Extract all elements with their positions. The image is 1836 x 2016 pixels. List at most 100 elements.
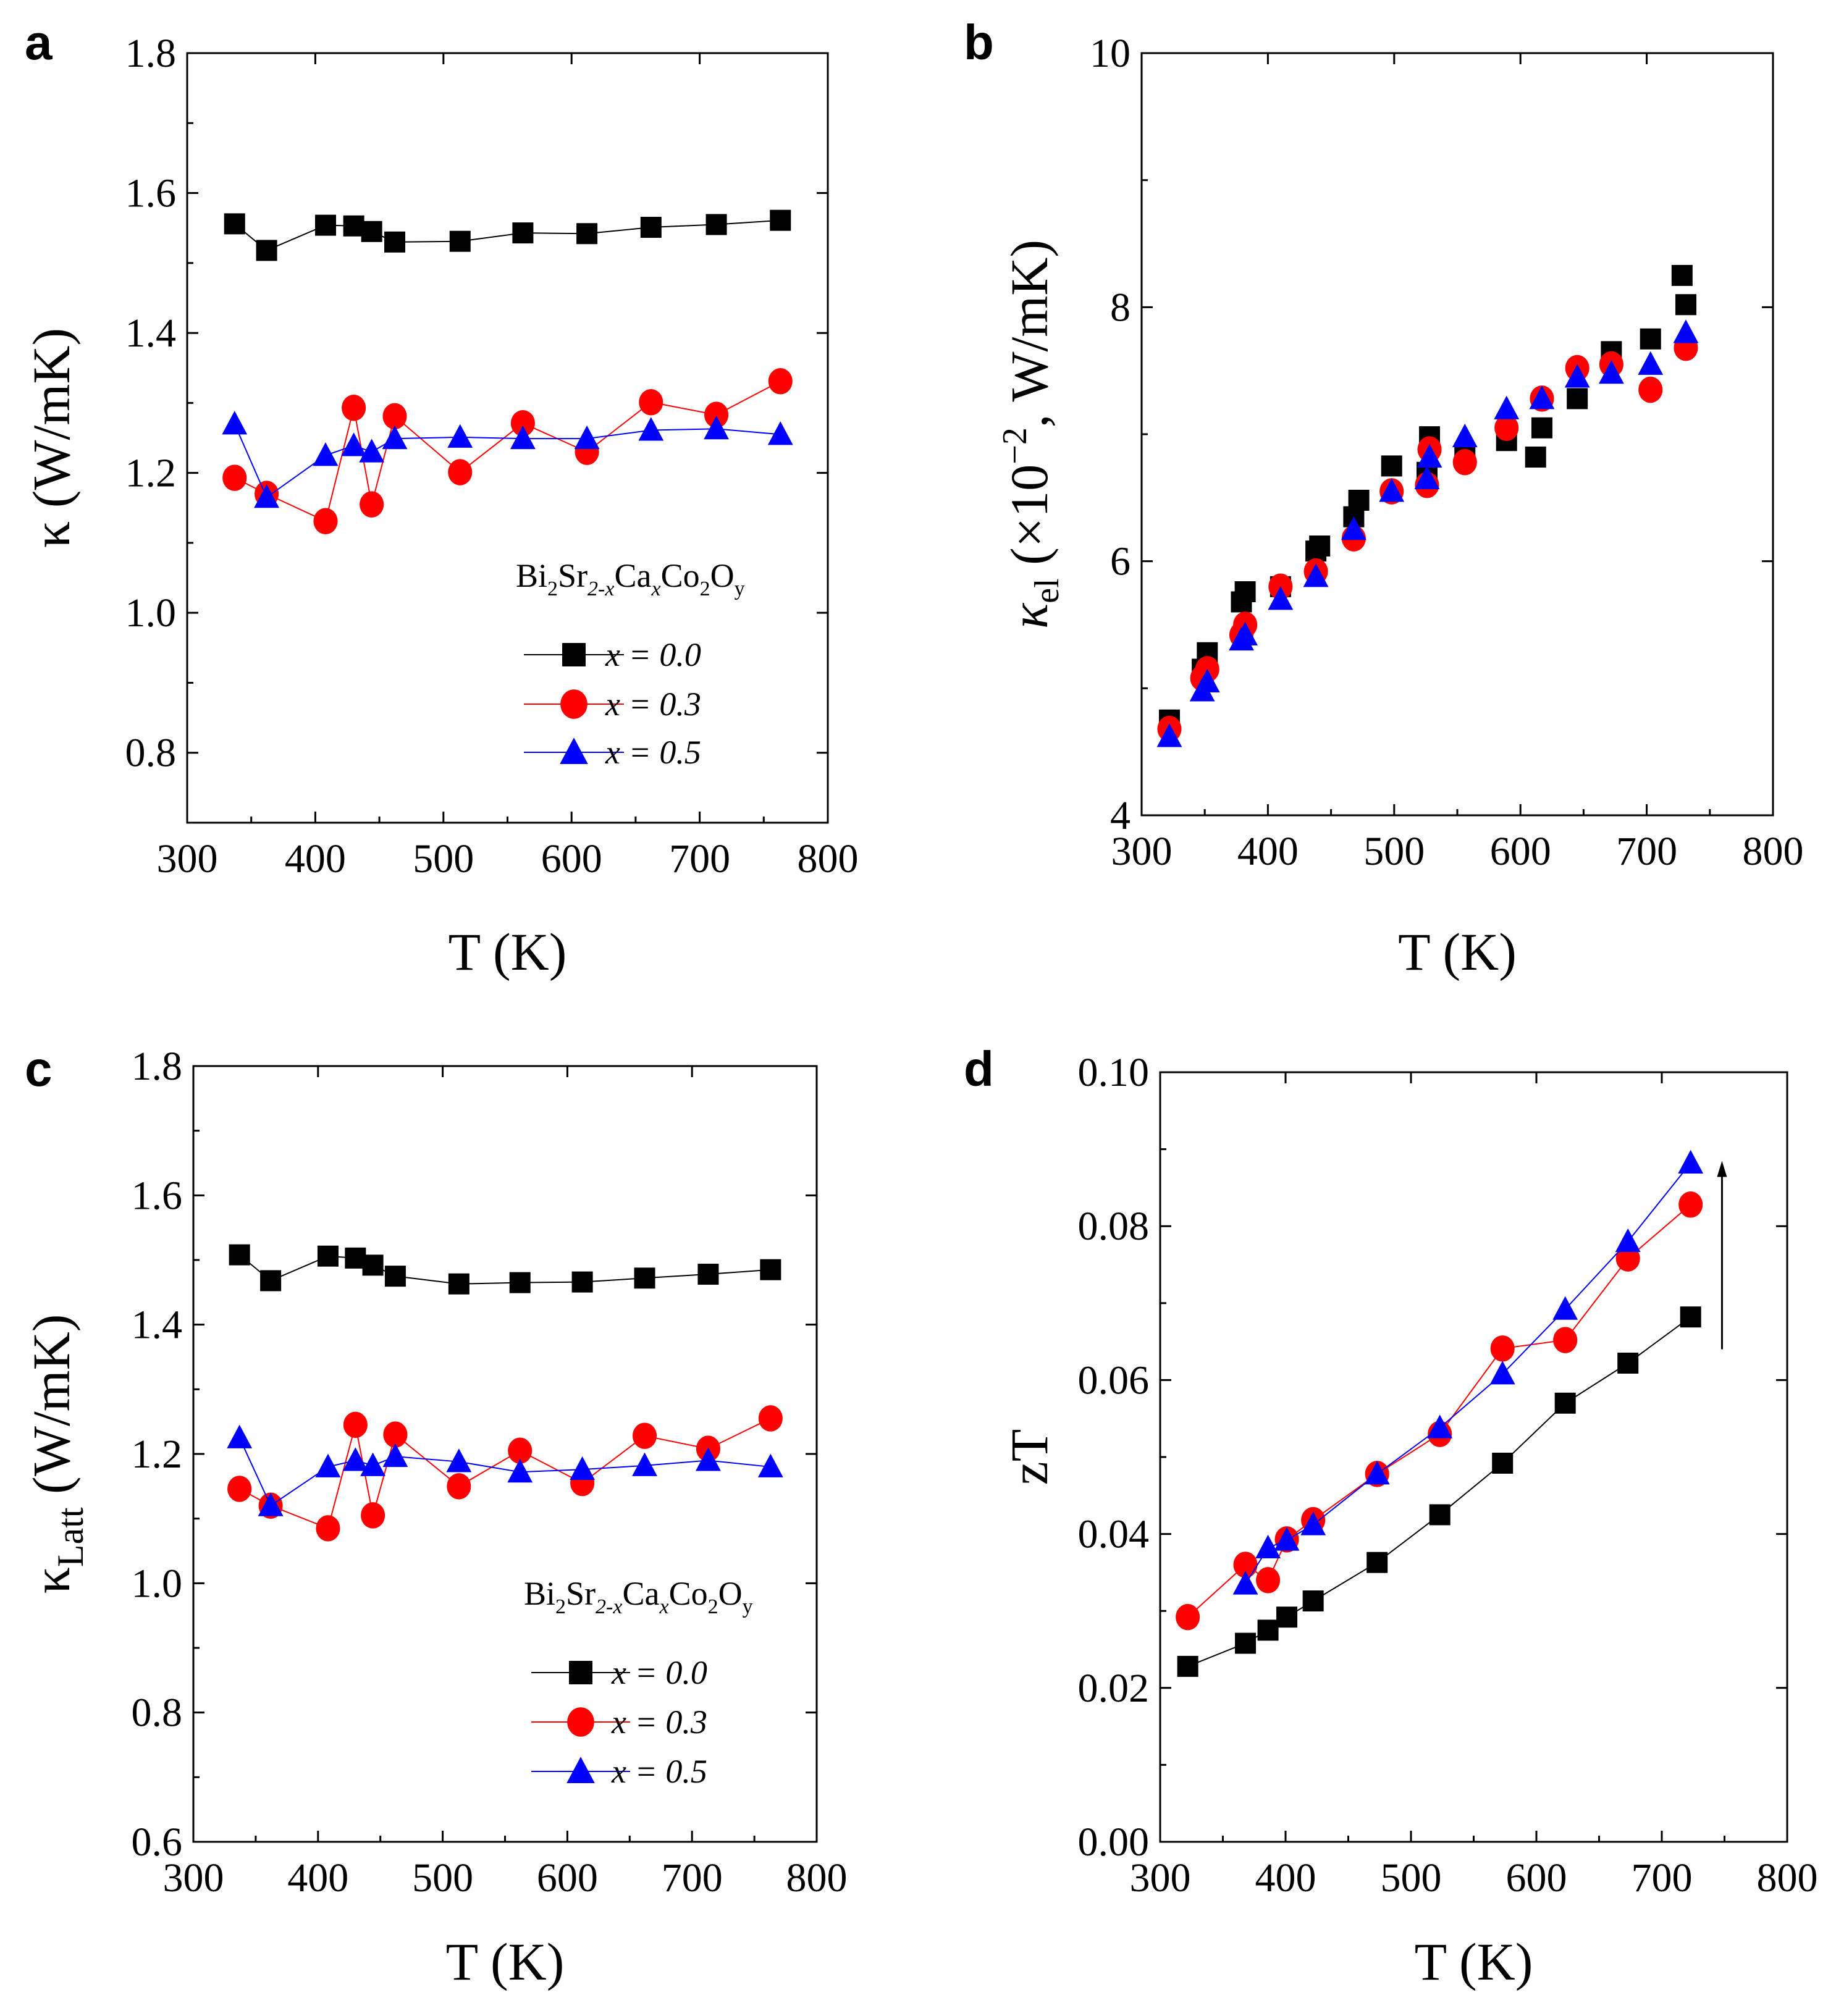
data-point — [1341, 516, 1366, 540]
legend-formula-element: Co — [661, 557, 700, 594]
y-axis-label: κ (W/mK) — [22, 328, 81, 548]
data-point — [1673, 319, 1699, 343]
x-axis-label: T (K) — [1398, 922, 1517, 981]
data-point — [760, 1259, 781, 1280]
data-point — [227, 1424, 253, 1448]
data-point — [258, 1492, 284, 1516]
x-tick-label: 300 — [157, 836, 218, 881]
data-point — [383, 1421, 408, 1448]
data-point — [449, 230, 471, 252]
x-tick-label: 400 — [1255, 1855, 1316, 1900]
data-point — [254, 484, 279, 508]
data-point — [1235, 1632, 1257, 1654]
data-point — [1452, 423, 1478, 448]
series-square — [224, 209, 791, 261]
data-point — [1156, 723, 1182, 747]
x-tick-label: 800 — [786, 1855, 848, 1900]
data-point — [508, 1437, 533, 1464]
legend-marker — [567, 1707, 594, 1737]
y-tick-label: 1.2 — [125, 451, 177, 496]
data-point — [1427, 1414, 1453, 1438]
legend-formula-subscript: 2 — [555, 1595, 566, 1618]
series-circle — [227, 1405, 783, 1542]
legend-marker — [566, 1757, 595, 1783]
data-point — [704, 416, 729, 440]
legend-formula-element: Sr — [566, 1575, 596, 1612]
data-point — [1268, 586, 1294, 610]
data-point — [1276, 1606, 1298, 1628]
data-point — [1567, 388, 1588, 410]
data-point — [1678, 1149, 1704, 1174]
data-point — [1638, 351, 1664, 375]
y-axis-label: zT — [1000, 1429, 1059, 1485]
y-axis-label: κel (×10−2, W/mK) — [996, 240, 1066, 629]
legend-label: x = 0.5 — [605, 734, 701, 771]
data-point — [1232, 1571, 1258, 1595]
panel-letter: d — [964, 1041, 994, 1096]
series-circle — [1176, 1191, 1703, 1631]
series-triangle — [1156, 319, 1699, 747]
plot-frame — [1140, 52, 1774, 817]
data-point — [1490, 1335, 1515, 1362]
legend-formula: Bi2Sr2-xCaxCo2Oy — [516, 557, 745, 600]
data-point — [343, 1411, 368, 1438]
series-square — [1177, 1306, 1701, 1677]
legend-marker — [560, 689, 587, 719]
data-point — [362, 1254, 384, 1276]
x-tick-label: 700 — [669, 836, 730, 881]
y-label-unit: (W/mK) — [22, 1314, 81, 1508]
data-point — [1194, 668, 1220, 693]
data-point — [1638, 376, 1663, 403]
data-point — [758, 1405, 783, 1432]
data-point — [1640, 328, 1661, 350]
data-point — [382, 425, 408, 450]
legend-formula-element: Bi — [516, 557, 547, 594]
y-tick-label: 0.06 — [1078, 1358, 1150, 1403]
data-point — [314, 214, 336, 236]
data-point — [1617, 1352, 1639, 1374]
data-point — [222, 411, 248, 435]
data-point — [1489, 1361, 1515, 1385]
legend-label: x = 0.0 — [611, 1654, 707, 1691]
y-tick-label: 0.02 — [1078, 1666, 1150, 1711]
y-tick-label: 0.00 — [1078, 1820, 1150, 1865]
data-point — [313, 442, 339, 466]
data-point — [1452, 448, 1477, 476]
data-point — [1300, 1511, 1326, 1535]
y-label-unit: (×10 — [1000, 464, 1059, 579]
data-point — [1429, 1504, 1451, 1526]
data-point — [1381, 455, 1402, 477]
y-tick-label: 1.4 — [125, 311, 177, 356]
plot-frame — [1159, 1071, 1788, 1843]
series-square — [229, 1244, 781, 1295]
data-point — [361, 1502, 385, 1529]
data-point — [1257, 1619, 1279, 1641]
data-point — [1256, 1567, 1281, 1594]
data-point — [384, 231, 405, 253]
y-tick-label: 10 — [1090, 31, 1131, 76]
legend-formula-element: Bi — [524, 1575, 555, 1612]
y-label-subscript: Latt — [50, 1507, 91, 1567]
x-tick-label: 400 — [285, 836, 346, 881]
x-tick-label: 700 — [662, 1855, 723, 1900]
panel-letter: a — [25, 15, 53, 70]
series-line — [1187, 1316, 1691, 1667]
data-point — [315, 1453, 341, 1477]
data-point — [507, 1459, 533, 1483]
series-circle — [1157, 334, 1698, 742]
legend-formula-subscript: 2 — [708, 1595, 718, 1618]
series-triangle — [1232, 1149, 1704, 1595]
data-point — [1678, 1191, 1703, 1218]
series-triangle — [222, 411, 793, 508]
panel-letter: c — [25, 1041, 53, 1096]
data-point — [704, 401, 729, 428]
data-point — [1309, 535, 1331, 556]
data-point — [1598, 360, 1624, 384]
data-point — [1494, 414, 1519, 441]
x-tick-label: 800 — [1757, 1855, 1818, 1900]
data-point — [448, 459, 473, 485]
data-point — [1564, 364, 1590, 388]
legend-formula-element: Sr — [558, 557, 587, 594]
data-point — [1274, 1527, 1300, 1551]
